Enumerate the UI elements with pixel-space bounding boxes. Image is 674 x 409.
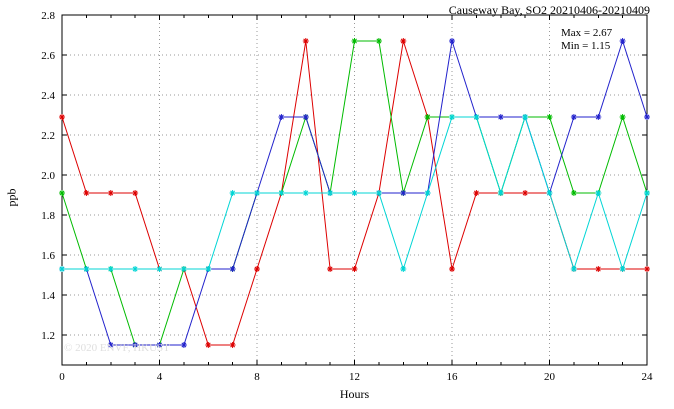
x-tick-label: 8 [254,371,260,383]
y-tick-label: 2.6 [41,50,55,62]
y-tick-label: 1.4 [41,290,55,302]
x-tick-label: 20 [544,371,556,383]
max-annotation: Max = 2.67 [561,27,613,39]
y-axis-label: ppb [4,188,19,207]
y-tick-label: 2.0 [41,170,55,182]
x-tick-label: 16 [447,371,459,383]
chart-title: Causeway Bay, SO2 20210406-20210409 [448,3,650,17]
x-axis-label: Hours [339,387,370,401]
y-tick-label: 1.8 [41,210,55,222]
x-tick-label: 24 [642,371,654,383]
min-annotation: Min = 1.15 [561,40,611,52]
series-markers-cyan [59,114,650,272]
y-tick-label: 2.4 [41,90,55,102]
y-tick-label: 1.2 [41,330,55,342]
watermark-text: © 2020 ENVF, HKUST [64,342,170,354]
y-tick-label: 2.2 [41,130,55,142]
x-tick-label: 4 [157,371,163,383]
x-tick-label: 0 [59,371,65,383]
y-tick-label: 2.8 [41,10,55,22]
y-tick-label: 1.6 [41,250,55,262]
x-tick-label: 12 [349,371,360,383]
